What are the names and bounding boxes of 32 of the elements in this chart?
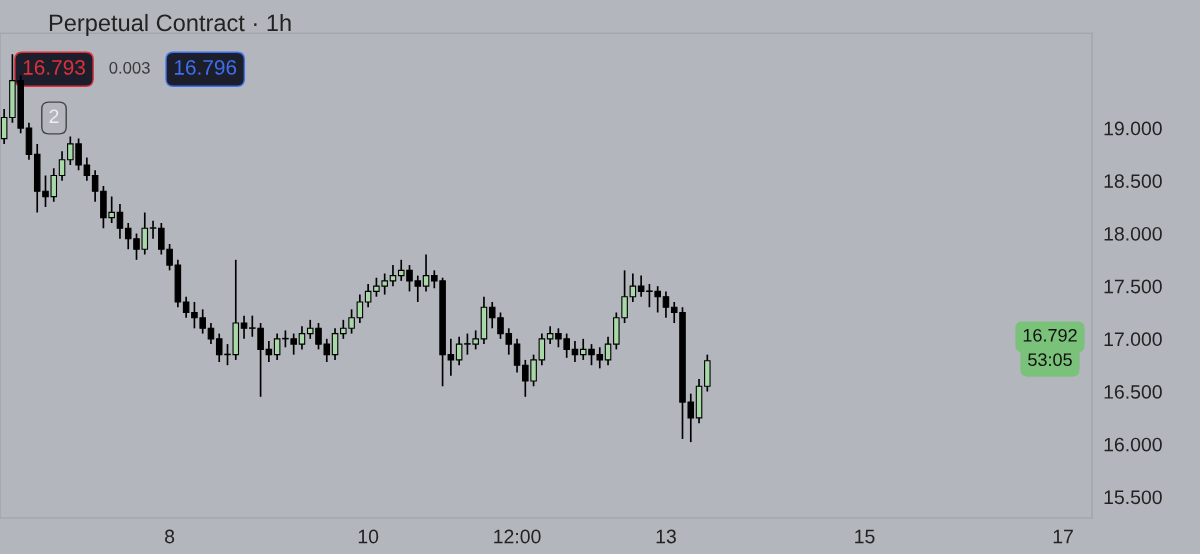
candlestick [422,253,430,293]
x-tick-label: 8 [165,529,175,544]
y-tick-label: 15.500 [1104,490,1162,505]
candlestick [298,325,306,351]
candlestick [116,203,124,240]
annotation: 16.796 [174,60,237,75]
y-tick-label: 16.000 [1104,437,1162,452]
annotation: 16.793 [23,60,85,75]
candlestick [604,335,612,367]
annotation: 16.792 [1023,328,1077,342]
y-tick-label: 18.500 [1104,174,1162,189]
chart-title: Perpetual Contract · 1h [49,13,291,36]
y-tick-label: 19.000 [1104,121,1162,136]
x-tick-label: 15 [855,529,875,544]
candlestick [389,264,397,287]
x-tick-label: 17 [1053,529,1073,544]
annotation: 2 [49,109,59,124]
y-tick-label: 17.500 [1104,279,1162,294]
x-tick-label: 13 [656,529,676,544]
y-tick-label: 17.000 [1104,332,1162,347]
candlestick [513,338,521,374]
candlestick [240,314,248,340]
candlestick [58,150,66,182]
candlestick [662,290,670,319]
x-tick-label: 10 [358,529,379,544]
y-tick-label: 16.500 [1104,385,1162,399]
x-tick-label: 12:00 [494,529,541,544]
annotation: 0.003 [109,61,150,74]
y-tick-label: 18.000 [1104,226,1162,241]
candlestick [149,219,157,240]
annotation: 53:05 [1028,353,1072,367]
candlestick [331,327,339,361]
